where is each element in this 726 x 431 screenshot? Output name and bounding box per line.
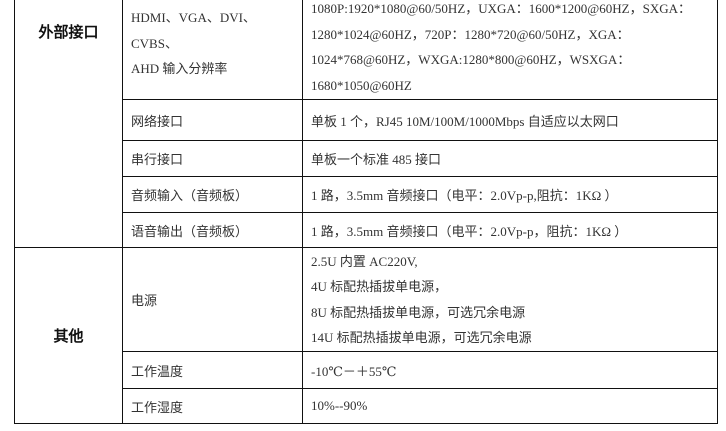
spec-value: 1 路，3.5mm 音频接口（电平：2.0Vp-p，阻抗：1KΩ ） [302, 212, 718, 248]
spec-name: HDMI、VGA、DVI、CVBS、 AHD 输入分辨率 [122, 0, 303, 100]
table-row: 工作湿度 10%--90% [15, 388, 718, 424]
spec-name: 网络接口 [122, 99, 303, 141]
table-row: 音频输入（音频板） 1 路，3.5mm 音频接口（电平：2.0Vp-p,阻抗：1… [15, 176, 718, 213]
table-row: 工作温度 -10℃－＋55℃ [15, 351, 718, 389]
spec-value-line: 1080P:1920*1080@60/50HZ，UXGA：1600*1200@6… [311, 1, 692, 16]
spec-value-line: 14U 标配热插拔单电源，可选冗余电源 [311, 330, 532, 345]
spec-value-line: 2.5U 内置 AC220V, [311, 253, 418, 269]
spec-value: 10%--90% [302, 388, 718, 424]
spec-value: 单板 1 个，RJ45 10M/100M/1000Mbps 自适应以太网口 [302, 99, 718, 141]
spec-name: 工作温度 [122, 351, 303, 389]
table-row: 其他 电源 2.5U 内置 AC220V, 4U 标配热插拔单电源， 8U 标配… [14, 247, 718, 424]
table-row: 外部接口 HDMI、VGA、DVI、CVBS、 AHD 输入分辨率 1080P:… [14, 0, 718, 248]
spec-value-line: 1024*768@60HZ，WXGA:1280*800@60HZ，WSXGA： [311, 52, 631, 67]
spec-name: 音频输入（音频板） [122, 176, 303, 213]
spec-value-line: 1680*1050@60HZ [311, 77, 412, 93]
spec-name: 语音输出（音频板） [122, 212, 303, 248]
spec-value-line: 8U 标配热插拔单电源，可选冗余电源 [311, 304, 526, 320]
table-row: 语音输出（音频板） 1 路，3.5mm 音频接口（电平：2.0Vp-p，阻抗：1… [15, 212, 718, 248]
category-other: 其他 [14, 247, 123, 424]
spec-value-line: 1280*1024@60HZ，720P：1280*720@60/50HZ，XGA… [311, 26, 630, 42]
spec-name: 电源 [122, 247, 303, 352]
spec-name: 串行接口 [122, 140, 303, 177]
table-row: 网络接口 单板 1 个，RJ45 10M/100M/1000Mbps 自适应以太… [15, 99, 718, 141]
spec-value: 1 路，3.5mm 音频接口（电平：2.0Vp-p,阻抗：1KΩ ） [302, 176, 718, 213]
spec-value: 1080P:1920*1080@60/50HZ，UXGA：1600*1200@6… [302, 0, 718, 100]
category-external-interfaces: 外部接口 [14, 0, 123, 248]
table-row: 串行接口 单板一个标准 485 接口 [15, 140, 718, 177]
spec-name-line: HDMI、VGA、DVI、CVBS、 [131, 10, 256, 51]
spec-name: 工作湿度 [122, 388, 303, 424]
spec-name-line: AHD 输入分辨率 [131, 61, 228, 77]
spec-value: 2.5U 内置 AC220V, 4U 标配热插拔单电源， 8U 标配热插拔单电源… [302, 247, 718, 352]
spec-value: 单板一个标准 485 接口 [302, 140, 718, 177]
spec-value-line: 4U 标配热插拔单电源， [311, 279, 448, 294]
spec-value: -10℃－＋55℃ [302, 351, 718, 389]
spec-table: 外部接口 HDMI、VGA、DVI、CVBS、 AHD 输入分辨率 1080P:… [14, 0, 718, 424]
